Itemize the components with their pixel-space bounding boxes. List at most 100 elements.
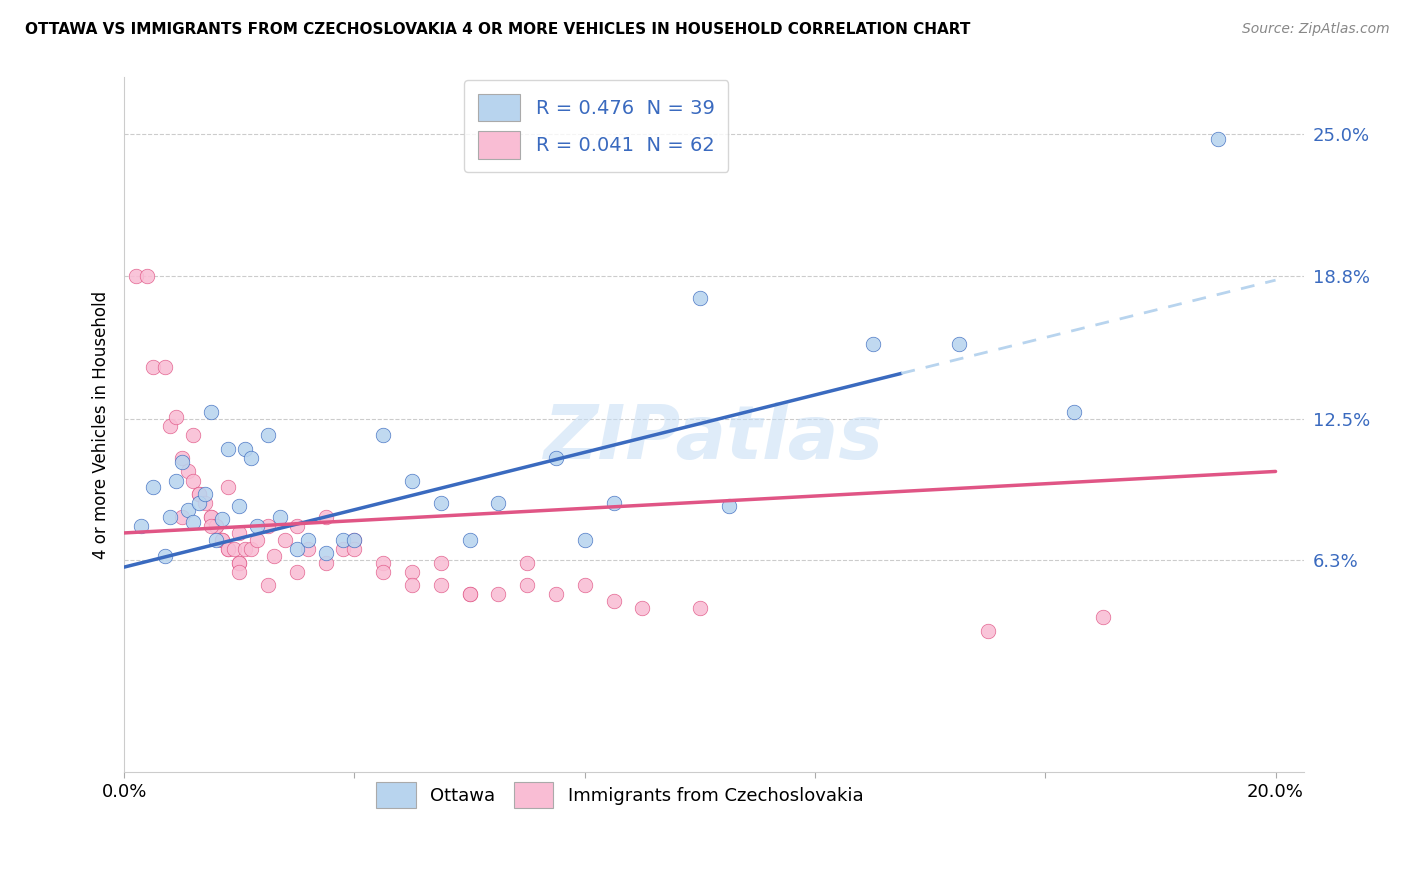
Point bbox=[233, 541, 256, 556]
Point bbox=[862, 337, 884, 351]
Point bbox=[315, 556, 337, 570]
Point bbox=[228, 565, 250, 579]
Point bbox=[401, 578, 423, 592]
Point bbox=[217, 480, 239, 494]
Point bbox=[574, 533, 596, 547]
Point bbox=[717, 499, 740, 513]
Point bbox=[200, 510, 222, 524]
Point bbox=[430, 556, 453, 570]
Point bbox=[181, 515, 204, 529]
Legend: Ottawa, Immigrants from Czechoslovakia: Ottawa, Immigrants from Czechoslovakia bbox=[368, 775, 870, 815]
Point bbox=[228, 556, 250, 570]
Point bbox=[458, 587, 481, 601]
Point bbox=[602, 594, 624, 608]
Point bbox=[430, 496, 453, 510]
Point bbox=[217, 541, 239, 556]
Point bbox=[373, 556, 395, 570]
Point bbox=[228, 499, 250, 513]
Point bbox=[170, 455, 193, 469]
Point bbox=[170, 450, 193, 465]
Point bbox=[516, 578, 538, 592]
Point bbox=[689, 291, 711, 305]
Point bbox=[228, 525, 250, 540]
Point bbox=[239, 541, 262, 556]
Point bbox=[257, 428, 280, 442]
Point bbox=[181, 428, 204, 442]
Point bbox=[297, 533, 319, 547]
Point bbox=[373, 565, 395, 579]
Point bbox=[373, 428, 395, 442]
Point bbox=[343, 541, 366, 556]
Text: ZIPatlas: ZIPatlas bbox=[544, 402, 884, 475]
Point bbox=[263, 549, 285, 563]
Point bbox=[332, 533, 354, 547]
Point bbox=[165, 409, 187, 424]
Text: OTTAWA VS IMMIGRANTS FROM CZECHOSLOVAKIA 4 OR MORE VEHICLES IN HOUSEHOLD CORRELA: OTTAWA VS IMMIGRANTS FROM CZECHOSLOVAKIA… bbox=[25, 22, 970, 37]
Point bbox=[176, 465, 198, 479]
Point bbox=[631, 601, 654, 615]
Point bbox=[211, 533, 233, 547]
Point bbox=[217, 541, 239, 556]
Point bbox=[1063, 405, 1085, 419]
Point bbox=[211, 512, 233, 526]
Point bbox=[315, 546, 337, 560]
Point bbox=[233, 442, 256, 456]
Point bbox=[205, 533, 228, 547]
Point bbox=[401, 565, 423, 579]
Point bbox=[401, 474, 423, 488]
Point bbox=[176, 503, 198, 517]
Point bbox=[200, 519, 222, 533]
Point bbox=[205, 519, 228, 533]
Point bbox=[486, 587, 509, 601]
Point bbox=[131, 519, 153, 533]
Point bbox=[211, 533, 233, 547]
Point bbox=[142, 359, 165, 374]
Point bbox=[194, 496, 217, 510]
Point bbox=[574, 578, 596, 592]
Point bbox=[217, 442, 239, 456]
Point bbox=[136, 268, 159, 283]
Point bbox=[430, 578, 453, 592]
Point bbox=[297, 541, 319, 556]
Point bbox=[274, 533, 297, 547]
Point bbox=[194, 487, 217, 501]
Point bbox=[188, 496, 211, 510]
Point bbox=[315, 510, 337, 524]
Point bbox=[200, 405, 222, 419]
Text: Source: ZipAtlas.com: Source: ZipAtlas.com bbox=[1241, 22, 1389, 37]
Point bbox=[285, 541, 308, 556]
Point bbox=[257, 519, 280, 533]
Point bbox=[343, 533, 366, 547]
Point bbox=[165, 474, 187, 488]
Point bbox=[976, 624, 998, 638]
Point bbox=[343, 533, 366, 547]
Point bbox=[689, 601, 711, 615]
Point bbox=[458, 533, 481, 547]
Point bbox=[516, 556, 538, 570]
Point bbox=[458, 587, 481, 601]
Point bbox=[257, 578, 280, 592]
Point bbox=[246, 533, 269, 547]
Point bbox=[153, 359, 176, 374]
Point bbox=[159, 418, 181, 433]
Point bbox=[188, 487, 211, 501]
Point bbox=[153, 549, 176, 563]
Point bbox=[948, 337, 970, 351]
Point bbox=[246, 519, 269, 533]
Point bbox=[285, 565, 308, 579]
Point bbox=[181, 474, 204, 488]
Point bbox=[544, 587, 567, 601]
Point bbox=[239, 450, 262, 465]
Point bbox=[170, 510, 193, 524]
Y-axis label: 4 or more Vehicles in Household: 4 or more Vehicles in Household bbox=[93, 291, 110, 558]
Point bbox=[205, 519, 228, 533]
Point bbox=[188, 487, 211, 501]
Point bbox=[1206, 132, 1229, 146]
Point bbox=[544, 450, 567, 465]
Point bbox=[332, 541, 354, 556]
Point bbox=[486, 496, 509, 510]
Point bbox=[602, 496, 624, 510]
Point bbox=[200, 510, 222, 524]
Point bbox=[142, 480, 165, 494]
Point bbox=[269, 510, 291, 524]
